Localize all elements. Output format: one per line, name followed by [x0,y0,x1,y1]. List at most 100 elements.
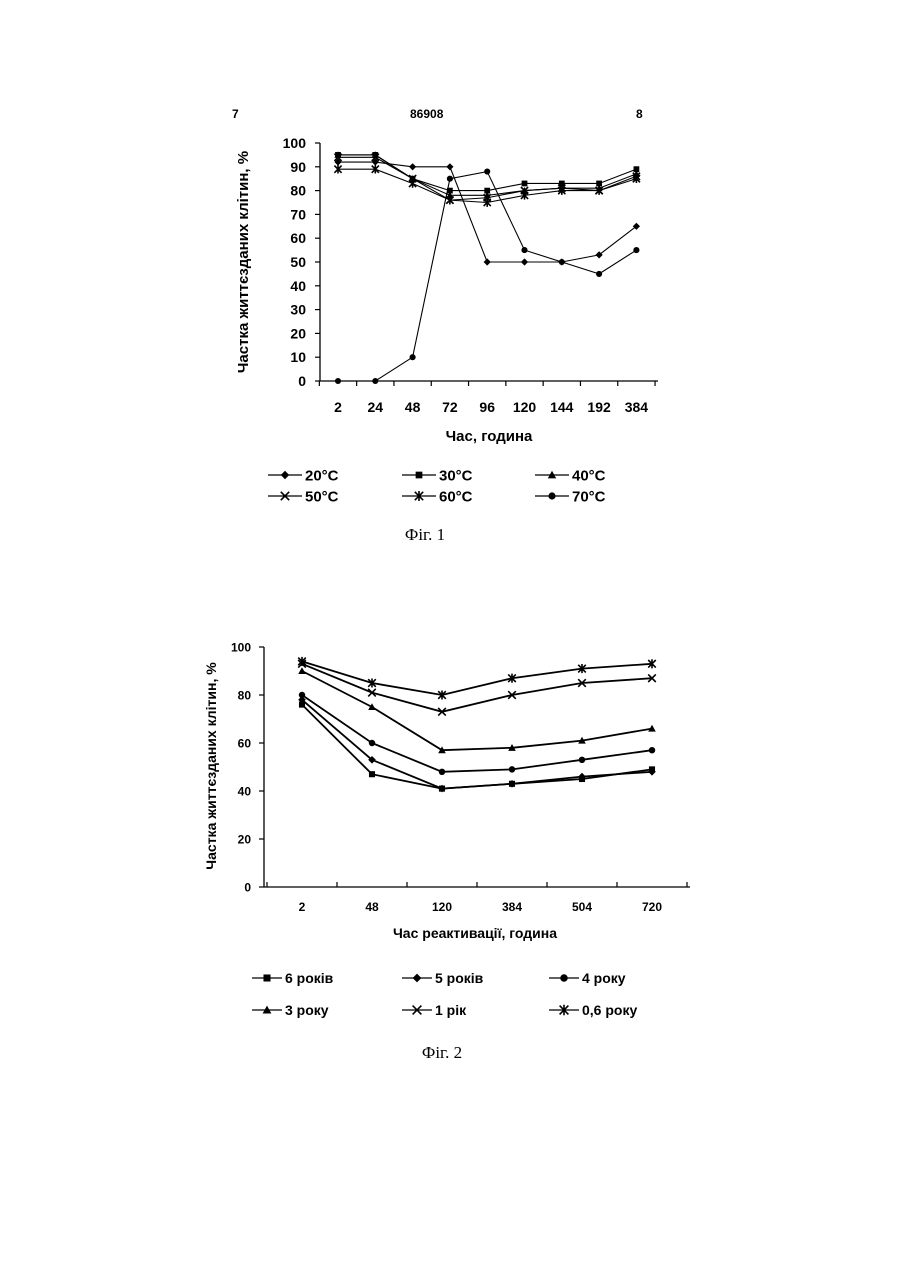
series-diamond [298,696,656,792]
figures-canvas: 0102030405060708090100224487296120144192… [0,0,900,1273]
y-tick-label: 20 [290,325,306,341]
legend-label: 0,6 року [582,1002,637,1018]
figure-caption: Фіг. 1 [405,525,445,544]
chart-1: 0 10 20 30 40 50 60 70 80 90 100 2 24 48 72 96 120 144 192… [235,135,658,544]
series-line [302,695,652,772]
legend-label: 4 року [582,970,626,986]
legend-entry: 20°C [268,467,339,484]
data-point [372,378,378,384]
x-tick-label: 384 [625,399,649,415]
x-tick-label: 144 [550,399,574,415]
y-tick-label: 90 [290,159,306,175]
data-point [559,259,565,265]
y-axis-title: Частка життєзданих клітин, % [203,662,219,870]
legend-entry: 0,6 року [549,1002,637,1018]
legend-marker [263,974,270,981]
data-point [596,271,602,277]
y-axis-title: Частка життєзданих клітин, % [235,151,252,373]
y-tick-label: 80 [290,183,306,199]
x-tick-label: 48 [365,900,379,914]
data-point [409,163,416,170]
legend-label: 3 року [285,1002,329,1018]
data-point [369,771,375,777]
legend-entry: 30°C [402,467,473,484]
x-tick-label: 96 [479,399,495,415]
legend-entry: 70°C [535,488,606,505]
data-point [509,766,515,772]
data-point [521,247,527,253]
y-tick-label: 60 [290,230,306,246]
series-triangle [298,667,656,753]
x-tick-label: 72 [442,399,458,415]
data-point [633,247,639,253]
x-tick-label: 720 [642,900,662,914]
data-point [484,169,490,175]
legend-entry: 60°C [402,488,473,505]
series-star [298,657,656,700]
y-tick-label: 100 [231,640,251,654]
data-point [335,378,341,384]
data-point [484,258,491,265]
series-line [302,700,652,789]
x-tick-label: 192 [587,399,611,415]
legend-label: 5 років [435,970,484,986]
legend-entry: 6 років [252,970,334,986]
series-x [298,660,656,716]
data-point [409,179,416,188]
chart-2: 0 20 40 60 80 100 2 48 120 384 504 720 Час реактивац… [203,640,690,1062]
legend-entry: 40°C [535,467,606,484]
x-tick-label: 384 [502,900,522,914]
legend-label: 1 рік [435,1002,467,1018]
legend-marker [416,472,423,479]
legend-entry: 4 року [549,970,626,986]
series-line [302,664,652,712]
data-point [447,176,453,182]
data-point [579,757,585,763]
data-point [369,740,375,746]
series-line [338,162,636,262]
y-tick-label: 0 [298,373,306,389]
y-tick-label: 40 [238,784,252,798]
x-axis-title: Час реактивації, година [393,925,557,941]
x-tick-label: 48 [405,399,421,415]
legend: 6 років 5 років 4 року 3 року 1 рік 0,6 року [252,970,637,1018]
legend-entry: 1 рік [402,1002,467,1018]
legend-entry: 3 року [252,1002,329,1018]
data-point [298,667,306,674]
y-tick-label: 40 [290,278,306,294]
y-tick-label: 50 [290,254,306,270]
x-tick-label: 120 [513,399,537,415]
y-tick-label: 70 [290,206,306,222]
legend-marker [281,471,289,479]
x-tick-label: 120 [432,900,452,914]
x-tick-label: 24 [368,399,384,415]
series-square [299,702,655,792]
legend-marker [560,974,567,981]
y-tick-label: 20 [238,832,252,846]
legend-entry: 5 років [402,970,484,986]
legend-marker [413,974,422,983]
legend-label: 60°C [439,488,473,505]
series-line [302,671,652,750]
figure-caption: Фіг. 2 [422,1043,462,1062]
data-point [439,769,445,775]
y-tick-label: 60 [238,736,252,750]
x-tick-label: 2 [299,900,306,914]
legend-entry: 50°C [268,488,339,505]
x-tick-label: 2 [334,399,342,415]
data-point [299,692,305,698]
y-tick-label: 80 [238,688,252,702]
legend-label: 40°C [572,467,606,484]
legend-marker [548,492,555,499]
legend-label: 50°C [305,488,339,505]
y-tick-label: 10 [290,349,306,365]
legend-label: 20°C [305,467,339,484]
x-tick-label: 504 [572,900,592,914]
y-tick-label: 100 [283,135,307,151]
y-tick-label: 0 [244,880,251,894]
y-tick-label: 30 [290,302,306,318]
x-axis-title: Час, година [446,428,533,445]
series-line [302,661,652,695]
legend: 20°C 30°C 40°C 50°C 60°C 70°C [268,467,606,505]
legend-label: 6 років [285,970,334,986]
